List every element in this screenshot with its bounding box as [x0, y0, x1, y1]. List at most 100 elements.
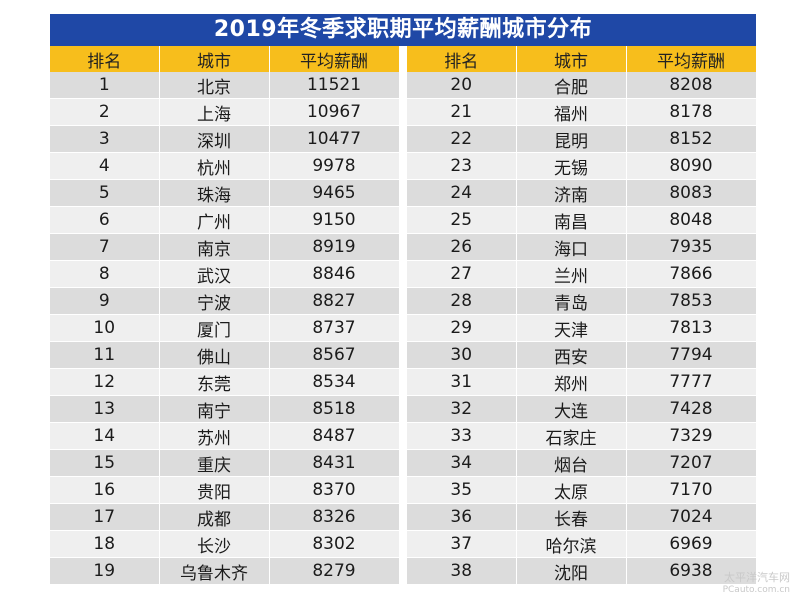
column-gap — [399, 476, 407, 504]
rank-cell: 38 — [407, 557, 517, 585]
rank-cell: 31 — [407, 368, 517, 396]
header-city-left: 城市 — [159, 46, 270, 72]
city-cell: 合肥 — [516, 72, 627, 99]
table-row: 16 贵阳 8370 35 太原 7170 — [50, 476, 757, 504]
rank-cell: 12 — [50, 368, 160, 396]
rank-cell: 19 — [50, 557, 160, 585]
rank-cell: 10 — [50, 314, 160, 342]
city-cell: 东莞 — [159, 368, 270, 396]
column-gap — [399, 422, 407, 450]
city-cell: 佛山 — [159, 341, 270, 369]
city-cell: 海口 — [516, 233, 627, 261]
salary-cell: 9465 — [269, 179, 400, 207]
city-cell: 青岛 — [516, 287, 627, 315]
table-body: 1 北京 11521 20 合肥 8208 2 上海 10967 21 福州 8178 3 深圳 10477… — [50, 72, 757, 585]
column-gap — [399, 125, 407, 153]
rank-cell: 5 — [50, 179, 160, 207]
salary-cell: 8567 — [269, 341, 400, 369]
table-row: 3 深圳 10477 22 昆明 8152 — [50, 125, 757, 153]
salary-cell: 7207 — [626, 449, 757, 477]
table-row: 18 长沙 8302 37 哈尔滨 6969 — [50, 530, 757, 558]
column-gap — [399, 395, 407, 423]
watermark-main: 太平洋汽车网 — [724, 571, 790, 584]
header-salary-right: 平均薪酬 — [626, 46, 757, 72]
salary-cell: 8518 — [269, 395, 400, 423]
rank-cell: 1 — [50, 72, 160, 99]
column-gap — [399, 530, 407, 558]
salary-cell: 8279 — [269, 557, 400, 585]
rank-cell: 9 — [50, 287, 160, 315]
rank-cell: 18 — [50, 530, 160, 558]
column-gap — [399, 98, 407, 126]
city-cell: 无锡 — [516, 152, 627, 180]
rank-cell: 4 — [50, 152, 160, 180]
salary-cell: 8090 — [626, 152, 757, 180]
city-cell: 厦门 — [159, 314, 270, 342]
salary-cell: 8534 — [269, 368, 400, 396]
salary-cell: 7777 — [626, 368, 757, 396]
salary-cell: 8431 — [269, 449, 400, 477]
salary-cell: 11521 — [269, 72, 400, 99]
salary-cell: 8919 — [269, 233, 400, 261]
rank-cell: 25 — [407, 206, 517, 234]
column-gap — [399, 46, 407, 72]
header-salary-left: 平均薪酬 — [269, 46, 400, 72]
city-cell: 南宁 — [159, 395, 270, 423]
salary-cell: 8302 — [269, 530, 400, 558]
city-cell: 郑州 — [516, 368, 627, 396]
header-city-right: 城市 — [516, 46, 627, 72]
salary-cell: 7428 — [626, 395, 757, 423]
table-row: 19 乌鲁木齐 8279 38 沈阳 6938 — [50, 557, 757, 585]
salary-cell: 6969 — [626, 530, 757, 558]
header-row: 排名 城市 平均薪酬 排名 城市 平均薪酬 — [50, 46, 757, 72]
rank-cell: 16 — [50, 476, 160, 504]
table-row: 17 成都 8326 36 长春 7024 — [50, 503, 757, 531]
city-cell: 杭州 — [159, 152, 270, 180]
city-cell: 广州 — [159, 206, 270, 234]
salary-table: 排名 城市 平均薪酬 排名 城市 平均薪酬 1 北京 11521 20 合肥 8208 2 上… — [50, 46, 757, 585]
rank-cell: 29 — [407, 314, 517, 342]
salary-cell: 8152 — [626, 125, 757, 153]
column-gap — [399, 152, 407, 180]
salary-cell: 7170 — [626, 476, 757, 504]
salary-cell: 8208 — [626, 72, 757, 99]
city-cell: 贵阳 — [159, 476, 270, 504]
table-title: 2019年冬季求职期平均薪酬城市分布 — [50, 14, 756, 46]
city-cell: 石家庄 — [516, 422, 627, 450]
rank-cell: 24 — [407, 179, 517, 207]
city-cell: 北京 — [159, 72, 270, 99]
rank-cell: 22 — [407, 125, 517, 153]
table-row: 2 上海 10967 21 福州 8178 — [50, 98, 757, 126]
column-gap — [399, 287, 407, 315]
salary-cell: 7813 — [626, 314, 757, 342]
rank-cell: 14 — [50, 422, 160, 450]
column-gap — [399, 368, 407, 396]
salary-cell: 9150 — [269, 206, 400, 234]
city-cell: 兰州 — [516, 260, 627, 288]
table-row: 8 武汉 8846 27 兰州 7866 — [50, 260, 757, 288]
salary-cell: 8370 — [269, 476, 400, 504]
column-gap — [399, 233, 407, 261]
table-row: 15 重庆 8431 34 烟台 7207 — [50, 449, 757, 477]
rank-cell: 30 — [407, 341, 517, 369]
watermark-sub: PCauto.com.cn — [722, 585, 790, 595]
rank-cell: 17 — [50, 503, 160, 531]
salary-cell: 7853 — [626, 287, 757, 315]
rank-cell: 28 — [407, 287, 517, 315]
salary-cell: 9978 — [269, 152, 400, 180]
column-gap — [399, 260, 407, 288]
salary-cell: 7794 — [626, 341, 757, 369]
rank-cell: 20 — [407, 72, 517, 99]
rank-cell: 23 — [407, 152, 517, 180]
salary-cell: 10477 — [269, 125, 400, 153]
city-cell: 烟台 — [516, 449, 627, 477]
rank-cell: 8 — [50, 260, 160, 288]
city-cell: 西安 — [516, 341, 627, 369]
city-cell: 太原 — [516, 476, 627, 504]
city-cell: 哈尔滨 — [516, 530, 627, 558]
city-cell: 济南 — [516, 179, 627, 207]
salary-cell: 8487 — [269, 422, 400, 450]
rank-cell: 37 — [407, 530, 517, 558]
column-gap — [399, 179, 407, 207]
city-cell: 南昌 — [516, 206, 627, 234]
